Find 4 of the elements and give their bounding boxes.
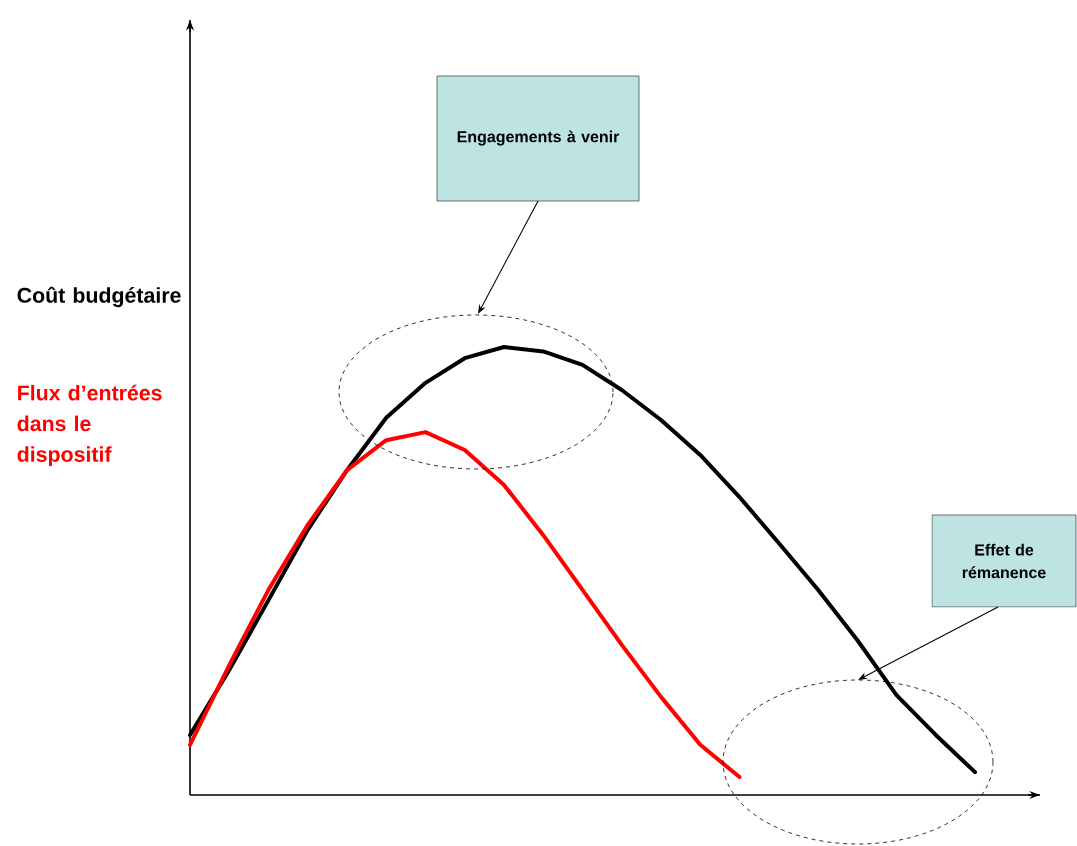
text: Flux d’entrées dans le dispositif [17, 384, 162, 467]
annotation: Effet de rémanence [962, 543, 1046, 579]
y-axis-title: Coût budgétaire [17, 286, 181, 308]
text: Engagements à venir [457, 130, 620, 146]
